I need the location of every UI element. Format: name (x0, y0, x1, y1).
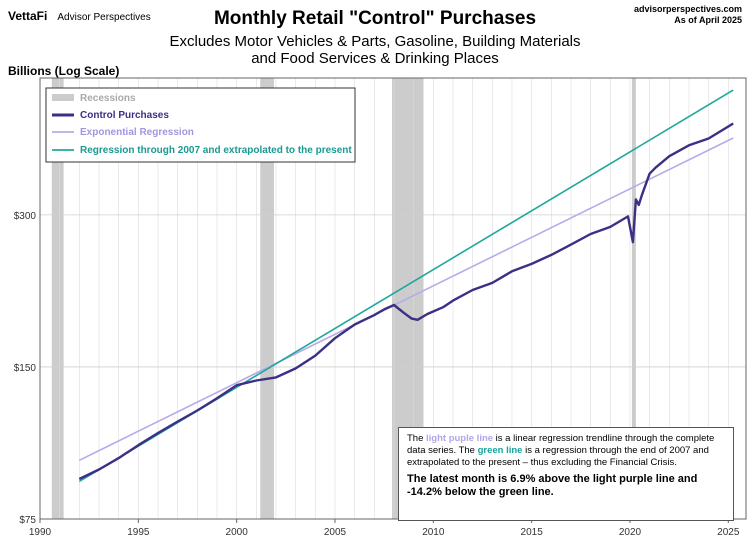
recession-band (51, 78, 64, 519)
x-tick-label: 1990 (29, 527, 52, 538)
note-purple-label: light puple line (426, 433, 494, 444)
x-tick-label: 2020 (619, 527, 642, 538)
y-axis-label: Billions (Log Scale) (8, 64, 120, 78)
legend-swatch-recessions (52, 94, 74, 101)
legend-label-exp-reg: Exponential Regression (80, 127, 194, 138)
note-green-label: green line (477, 445, 523, 456)
x-tick-label: 1995 (127, 527, 150, 538)
x-tick-label: 2005 (324, 527, 347, 538)
legend-label-control: Control Purchases (80, 110, 169, 121)
x-tick-label: 2010 (422, 527, 445, 538)
legend-label-recessions: Recessions (80, 93, 136, 104)
series-line-control-purchases (78, 122, 734, 481)
axis-ticks: 1990 1995 2000 2005 2010 2015 2020 2025 $75 $150 $… (14, 211, 740, 538)
annotation-box: The light puple line is a linear regress… (398, 427, 734, 521)
y-tick-label: $150 (14, 363, 37, 374)
legend-label-reg2007: Regression through 2007 and extrapolated… (80, 145, 352, 156)
brand-name: Advisor Perspectives (57, 12, 151, 23)
x-tick-label: 2025 (717, 527, 740, 538)
annotation-text: The light puple line is a linear regress… (407, 433, 727, 469)
note-text-1: The (407, 433, 427, 444)
subtitle-line-2: and Food Services & Drinking Places (251, 50, 499, 67)
x-tick-label: 2015 (521, 527, 544, 538)
recession-band (260, 78, 275, 519)
series-lines (78, 89, 734, 483)
legend-box (45, 87, 356, 163)
chart-subtitle: Excludes Motor Vehicles & Parts, Gasolin… (0, 33, 750, 67)
chart-title: Monthly Retail "Control" Purchases (213, 8, 537, 29)
annotation-conclusion: The latest month is 6.9% above the light… (407, 473, 698, 498)
y-tick-label: $75 (19, 515, 36, 526)
subtitle-line-1: Excludes Motor Vehicles & Parts, Gasolin… (169, 33, 581, 50)
note-text-3: is a regression through the end of 2007 … (407, 445, 709, 468)
note-text-2: is a linear regression trendline through… (407, 433, 715, 456)
site-url: advisorperspectives.com (633, 4, 742, 14)
recession-band (631, 78, 636, 519)
brand-logo: VettaFi (8, 9, 48, 23)
plot-frame (39, 77, 747, 520)
series-line-exponential-regression (78, 137, 734, 462)
as-of-date: As of April 2025 (674, 15, 742, 25)
y-tick-label: $300 (14, 211, 37, 222)
brand: VettaFi Advisor Perspectives (8, 9, 151, 23)
x-tick-label: 2000 (226, 527, 249, 538)
legend: Recessions Control Purchases Exponential… (45, 87, 356, 163)
site-info: advisorperspectives.com As of April 2025 (634, 4, 742, 26)
